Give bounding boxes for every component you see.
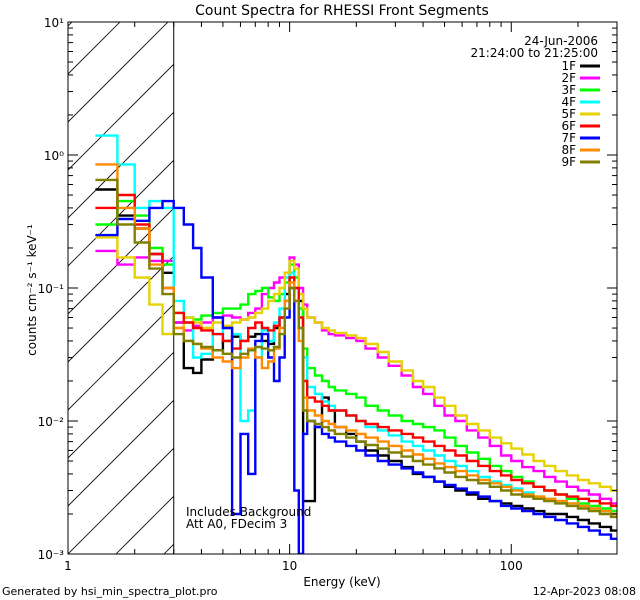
- y-tick-label: 10⁻³: [38, 548, 65, 562]
- series-lines: [95, 134, 617, 554]
- hatch-line: [68, 22, 73, 27]
- series-line-7F: [95, 199, 617, 554]
- legend-label: 6F: [561, 119, 576, 133]
- hatch-line: [68, 22, 121, 75]
- excluded-region-hatch: [68, 0, 640, 554]
- y-tick-label: 10¹: [44, 16, 64, 30]
- y-tick-label: 10⁻¹: [38, 282, 65, 296]
- hatch-line: [452, 0, 640, 554]
- hatch-line: [68, 207, 174, 315]
- annotation-background: Includes Background: [186, 505, 311, 519]
- series-line-6F: [95, 193, 617, 508]
- hatch-line: [68, 63, 174, 171]
- x-tick-label: 10: [282, 559, 297, 573]
- annotation-attenuator: Att A0, FDecim 3: [186, 517, 287, 531]
- hatch-line: [260, 0, 640, 554]
- hatch-line: [68, 303, 174, 411]
- legend-label: 2F: [561, 71, 576, 85]
- hatch-line: [404, 0, 640, 554]
- legend-label: 3F: [561, 83, 576, 97]
- header-time-range: 21:24:00 to 21:25:00: [471, 46, 598, 60]
- series-line-9F: [95, 178, 617, 519]
- hatch-line: [68, 399, 174, 507]
- hatch-line: [68, 447, 174, 554]
- hatch-line: [68, 255, 174, 363]
- legend-label: 4F: [561, 95, 576, 109]
- y-axis-label: counts cm⁻² s⁻¹ keV⁻¹: [25, 224, 39, 356]
- hatch-line: [596, 0, 640, 554]
- footer-generated-by: Generated by hsi_min_spectra_plot.pro: [2, 585, 218, 598]
- series-line-4F: [95, 134, 617, 516]
- series-line-5F: [95, 236, 617, 492]
- chart-title: Count Spectra for RHESSI Front Segments: [195, 3, 489, 19]
- legend-label: 8F: [561, 143, 576, 157]
- legend-label: 9F: [561, 155, 576, 169]
- hatch-line: [68, 351, 174, 459]
- y-tick-label: 10⁻²: [38, 415, 65, 429]
- x-axis-ticks: 1 10 100: [64, 22, 618, 573]
- y-axis-ticks: 10¹ 10⁰ 10⁻¹ 10⁻² 10⁻³: [38, 16, 617, 562]
- x-axis-label: Energy (keV): [303, 575, 380, 589]
- hatch-line: [68, 22, 169, 123]
- legend-label: 5F: [561, 107, 576, 121]
- footer-timestamp: 12-Apr-2023 08:08: [533, 585, 636, 598]
- header-date: 24-Jun-2006: [524, 34, 598, 48]
- x-tick-label: 100: [500, 559, 523, 573]
- series-line-8F: [95, 163, 617, 516]
- y-tick-label: 10⁰: [44, 149, 64, 163]
- legend-label: 1F: [561, 59, 576, 73]
- x-tick-label: 1: [64, 559, 72, 573]
- legend-label: 7F: [561, 131, 576, 145]
